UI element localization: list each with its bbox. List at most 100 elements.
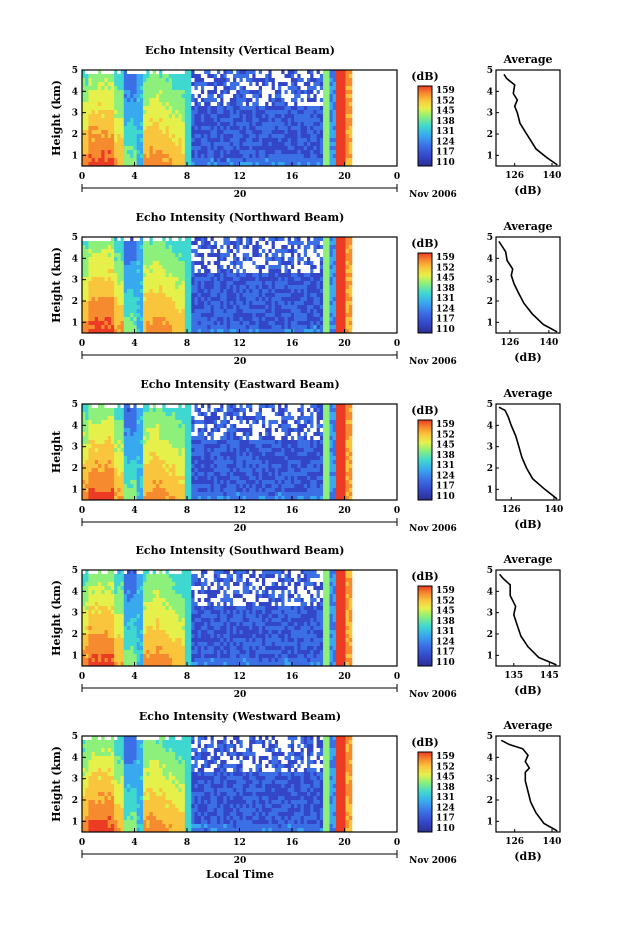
heatmap-cell [184,309,189,314]
heatmap-cell [307,253,311,258]
heatmap-cell [146,82,150,87]
heatmap-cell [274,313,279,318]
heatmap-cell [242,118,247,123]
heatmap-cell [262,86,266,91]
heatmap-cell [220,114,224,119]
heatmap-cell [117,424,121,429]
heatmap-cell [91,480,96,485]
heatmap-cell [339,142,343,147]
heatmap-cell [88,476,92,481]
heatmap-cell [91,70,96,75]
heatmap-cell [155,94,160,99]
heatmap-cell [220,70,224,75]
heatmap-cell [217,114,221,119]
heatmap-cell [274,82,279,87]
heatmap-cell [245,293,250,298]
heatmap-cell [233,285,237,290]
heatmap-cell [91,289,96,294]
heatmap-cell [88,142,92,147]
heatmap-cell [271,130,276,135]
heatmap-cell [130,122,134,127]
heatmap-cell [127,70,131,75]
heatmap-cell [268,281,272,286]
heatmap-cell [175,146,179,151]
heatmap-cell [300,293,305,298]
heatmap-cell [143,492,147,497]
heatmap-cell [146,142,150,147]
heatmap-cell [159,496,163,501]
heatmap-cell [152,265,157,270]
heatmap-cell [143,309,147,314]
heatmap-cell [300,154,305,159]
heatmap-cell [342,309,346,314]
heatmap-cell [133,444,137,449]
heatmap-cell [268,138,272,143]
heatmap-cell [98,476,102,481]
heatmap-cell [143,158,147,163]
heatmap-cell [319,98,324,103]
heatmap-cell [287,134,292,139]
heatmap-cell [107,325,112,330]
heatmap-cell [332,94,337,99]
heatmap-cell [242,122,247,127]
heatmap-cell [297,94,301,99]
heatmap-cell [91,154,96,159]
heatmap-cell [268,293,272,298]
heatmap-cell [303,293,308,298]
heatmap-cell [300,241,305,246]
heatmap-cell [101,134,105,139]
heatmap-cell [188,297,192,302]
heatmap-cell [310,309,314,314]
heatmap-cell [130,98,134,103]
heatmap-cell [278,98,282,103]
heatmap-cell [284,269,289,274]
heatmap-cell [114,138,118,143]
heatmap-cell [104,146,109,151]
heatmap-cell [159,472,163,477]
heatmap-cell [342,130,346,135]
heatmap-cell [213,245,218,250]
heatmap-cell [278,70,282,75]
heatmap-cell [332,281,337,286]
heatmap-cell [281,110,285,115]
heatmap-cell [85,329,89,334]
heatmap-cell [82,452,86,457]
heatmap-cell [101,78,105,83]
heatmap-cell [127,142,131,147]
heatmap-cell [342,293,346,298]
heatmap-cell [117,94,121,99]
heatmap-cell [316,82,321,87]
heatmap-cell [91,404,96,409]
heatmap-cell [326,329,330,334]
heatmap-cell [85,480,89,485]
heatmap-cell [94,440,99,445]
heatmap-cell [197,285,202,290]
heatmap-cell [114,317,118,322]
heatmap-cell [307,269,311,274]
heatmap-cell [204,94,208,99]
heatmap-cell [242,289,247,294]
heatmap-cell [152,98,157,103]
heatmap-cell [268,301,272,306]
heatmap-cell [149,484,154,489]
heatmap-cell [217,126,221,131]
heatmap-cell [107,440,112,445]
heatmap-cell [162,150,166,155]
heatmap-cell [197,325,202,330]
panel-title: Echo Intensity (Vertical Beam) [145,44,335,57]
heatmap-cell [207,94,211,99]
heatmap-cell [245,126,250,131]
heatmap-cell [252,301,256,306]
heatmap-cell [104,78,109,83]
heatmap-cell [229,106,234,111]
heatmap-cell [168,90,173,95]
heatmap-cell [220,94,224,99]
heatmap-cell [345,118,350,123]
heatmap-cell [307,70,311,75]
heatmap-cell [197,98,202,103]
heatmap-cell [101,102,105,107]
heatmap-cell [178,118,182,123]
heatmap-cell [323,245,327,250]
heatmap-cell [123,146,128,151]
average-y-tick-label: 1 [487,318,493,328]
